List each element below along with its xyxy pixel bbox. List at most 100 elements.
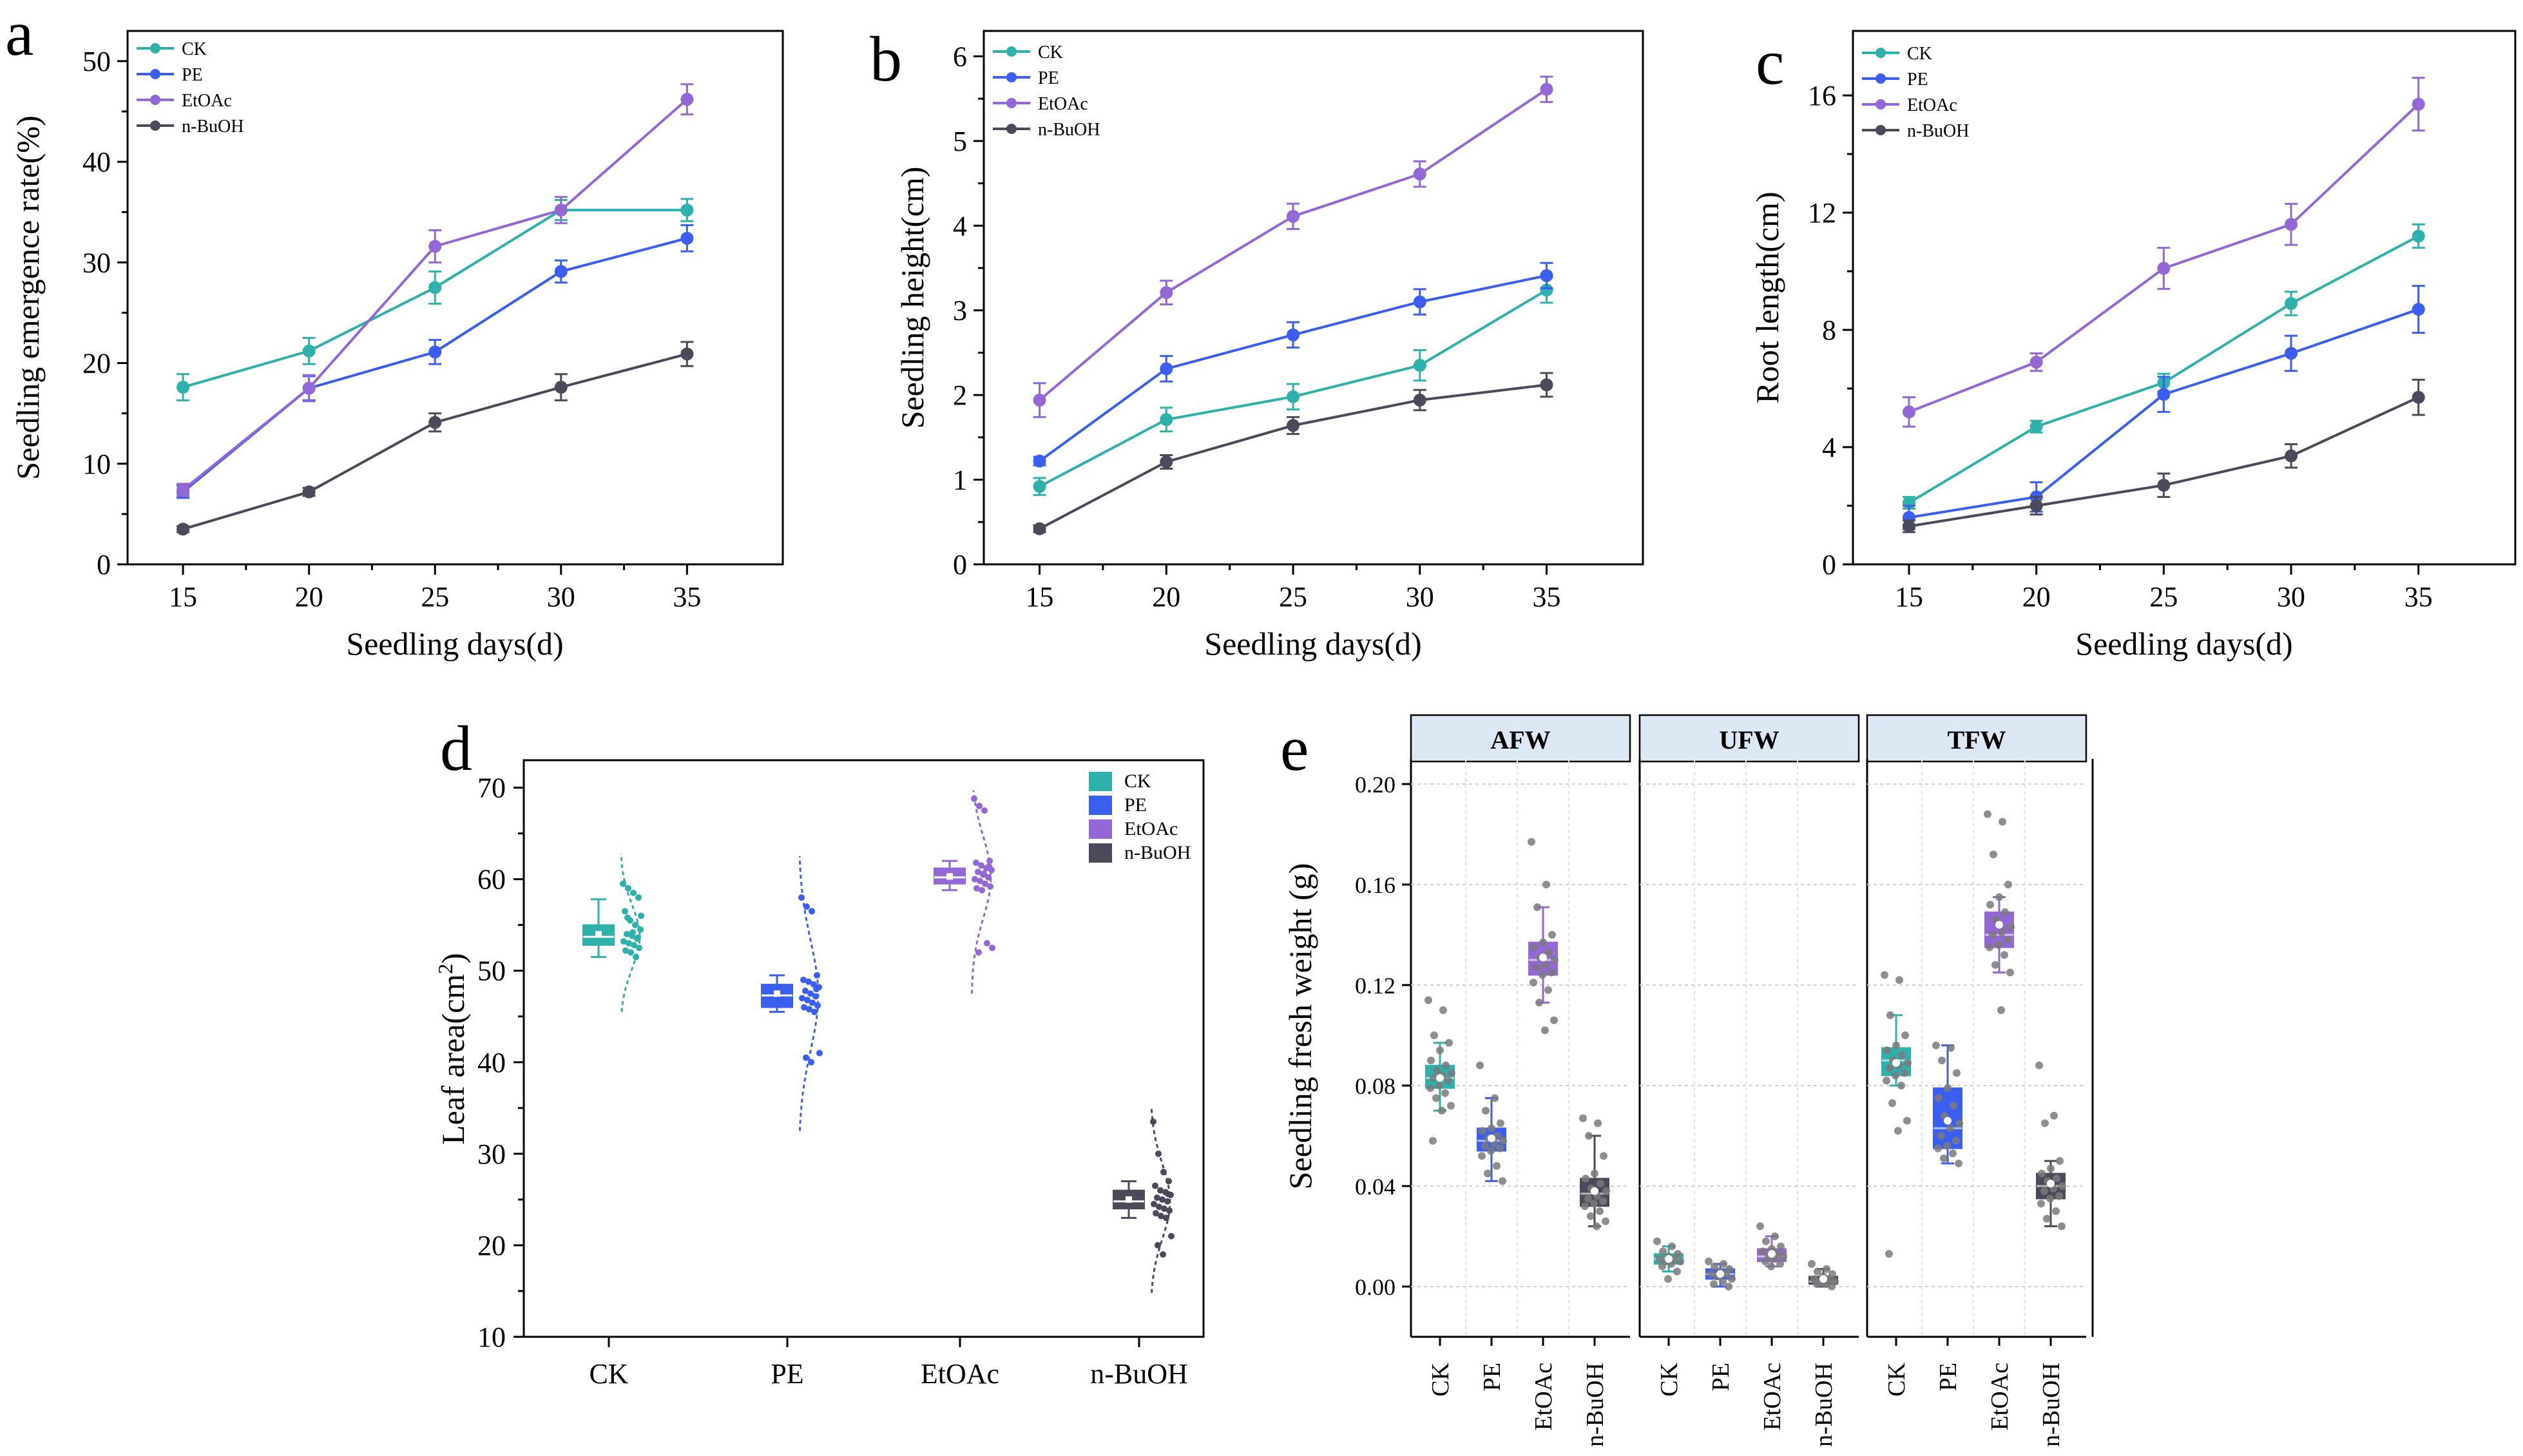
data-point (981, 807, 988, 814)
data-point (2029, 420, 2043, 434)
data-point (1986, 943, 1993, 952)
series-PE (1033, 262, 1553, 468)
data-point (1448, 1069, 1455, 1077)
data-point (1673, 1267, 1681, 1276)
data-point (632, 921, 638, 928)
data-point (1991, 961, 1999, 969)
data-point (1496, 1144, 1504, 1153)
data-point (1707, 1270, 1715, 1278)
data-point (989, 944, 995, 952)
data-point (1756, 1222, 1764, 1231)
data-point (628, 949, 634, 956)
data-point (1441, 1089, 1449, 1097)
data-point (1955, 1159, 1962, 1167)
data-point (1984, 810, 1991, 818)
data-point (1541, 1026, 1549, 1035)
data-point (1287, 328, 1300, 341)
data-point (1160, 455, 1173, 468)
data-point (1668, 1242, 1676, 1250)
data-point (1540, 283, 1553, 297)
data-point (1413, 168, 1426, 181)
data-point (2053, 1174, 2060, 1183)
panel-d-plot-frame (523, 759, 1205, 1338)
box-UFW-EtOAc (1756, 1222, 1787, 1270)
data-point (1158, 1212, 1164, 1220)
legend-marker (150, 69, 160, 79)
data-point (816, 1049, 823, 1057)
data-point (1653, 1237, 1661, 1245)
data-point (2029, 356, 2043, 369)
legend-marker (1006, 98, 1017, 108)
data-point (1439, 1006, 1447, 1014)
data-point (1759, 1247, 1767, 1256)
density-curve (620, 853, 641, 1012)
facet-strip-label: TFW (1947, 725, 2006, 754)
panel-a-y-ticks: 0 10 20 30 40 50 (82, 46, 128, 580)
data-point (1550, 1016, 1558, 1024)
data-point (554, 204, 568, 217)
x-tick-label: EtOAc (1759, 1363, 1786, 1431)
panel-d-y-axis-title-end: ) (435, 953, 471, 964)
panel-b-y-ticks: 0 1 2 3 4 5 6 (953, 41, 984, 580)
data-point (1602, 1187, 1610, 1195)
data-point (1943, 1142, 1951, 1150)
data-point (1150, 1118, 1156, 1126)
data-point (1530, 943, 1538, 952)
panel-d-y-axis-title-main: Leaf area(cm (435, 974, 471, 1145)
mean-marker (1126, 1196, 1132, 1203)
data-point (1990, 850, 1997, 859)
data-point (1033, 522, 1046, 535)
legend-marker (1875, 125, 1886, 135)
x-tick-label: PE (1707, 1363, 1734, 1391)
data-point (554, 265, 568, 278)
data-point (1585, 1132, 1593, 1140)
data-point (620, 880, 626, 887)
data-point (1425, 996, 1432, 1004)
y-tick-label: 0 (1822, 549, 1836, 580)
data-point (2004, 881, 2012, 888)
data-point (2157, 479, 2171, 492)
x-tick-label: n-BuOH (1582, 1363, 1609, 1447)
y-tick-label: 8 (1822, 314, 1836, 346)
y-tick-label: 16 (1808, 80, 1836, 111)
data-point (1163, 1214, 1169, 1221)
data-point (1482, 1107, 1490, 1115)
mean-marker (1716, 1270, 1724, 1278)
data-point (1949, 1149, 1957, 1158)
data-point (977, 877, 983, 885)
data-point (1892, 1071, 1899, 1080)
data-point (1545, 948, 1553, 957)
data-point (1161, 1205, 1167, 1212)
data-point (1596, 1207, 1604, 1215)
data-point (1808, 1260, 1816, 1268)
group-PE (761, 856, 823, 1131)
data-point (1947, 1044, 1955, 1052)
data-point (1157, 1187, 1164, 1194)
data-point (1533, 963, 1540, 972)
legend-label: n-BuOH (182, 117, 244, 137)
data-point (1427, 1057, 1435, 1064)
data-point (554, 381, 568, 394)
data-point (1705, 1258, 1712, 1265)
data-point (814, 972, 820, 979)
data-point (1432, 1094, 1440, 1102)
legend-marker (150, 120, 160, 131)
data-point (1989, 931, 1997, 939)
data-point (680, 93, 694, 106)
data-point (2412, 303, 2425, 316)
data-point (1152, 1182, 1158, 1189)
data-point (1164, 1198, 1171, 1205)
data-point (1155, 1150, 1162, 1157)
data-point (1761, 1258, 1769, 1265)
y-tick-label: 0.20 (1355, 772, 1396, 798)
data-point (1488, 1124, 1495, 1133)
y-tick-label: 5 (953, 126, 967, 157)
data-point (1823, 1265, 1830, 1273)
data-point (177, 483, 190, 497)
data-point (2285, 297, 2298, 311)
y-tick-label: 20 (82, 348, 111, 379)
data-point (1897, 1082, 1905, 1089)
box-AFW-EtOAc (1528, 838, 1559, 1035)
data-point (985, 874, 992, 881)
data-point (1658, 1262, 1666, 1270)
